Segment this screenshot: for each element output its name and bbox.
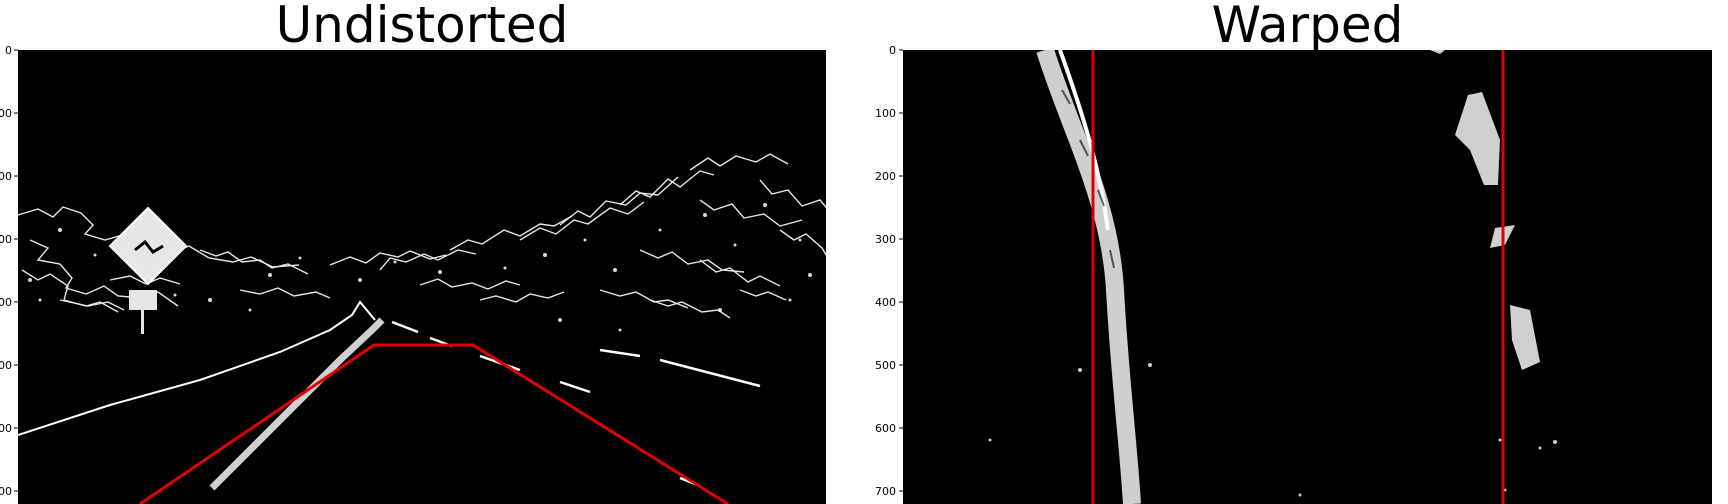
y-tick-label: 100 <box>0 107 12 120</box>
y-tick-label: 300 <box>875 233 896 246</box>
y-tick-label: 200 <box>875 170 896 183</box>
y-tick-label: 200 <box>0 170 12 183</box>
image-area-warped <box>903 50 1712 504</box>
y-tick-label: 0 <box>5 44 12 57</box>
panel-title-undistorted: Undistorted <box>275 0 569 54</box>
y-tick-label: 500 <box>875 359 896 372</box>
left-lane-line <box>1036 50 1141 504</box>
y-tick-label: 600 <box>0 422 12 435</box>
panel-warped: 0 100 200 300 400 500 600 700 <box>875 44 1712 504</box>
panel-undistorted: 0 100 200 300 400 500 600 700 <box>0 44 826 504</box>
warped-scene <box>988 50 1557 504</box>
source-polygon-overlay <box>139 343 729 504</box>
road-sign-plate <box>129 290 157 310</box>
y-tick-label: 500 <box>0 359 12 372</box>
image-area-undistorted <box>18 50 826 504</box>
panel-title-warped: Warped <box>1211 0 1404 54</box>
y-tick-label: 400 <box>0 296 12 309</box>
y-tick-label: 0 <box>889 44 896 57</box>
y-axis-warped: 0 100 200 300 400 500 600 700 <box>875 44 903 498</box>
y-axis-undistorted: 0 100 200 300 400 500 600 700 <box>0 44 18 498</box>
y-tick-label: 300 <box>0 233 12 246</box>
thresholded-scene <box>18 153 826 504</box>
y-tick-label: 100 <box>875 107 896 120</box>
y-tick-label: 400 <box>875 296 896 309</box>
y-tick-label: 600 <box>875 422 896 435</box>
y-tick-label: 700 <box>0 485 12 498</box>
y-tick-label: 700 <box>875 485 896 498</box>
